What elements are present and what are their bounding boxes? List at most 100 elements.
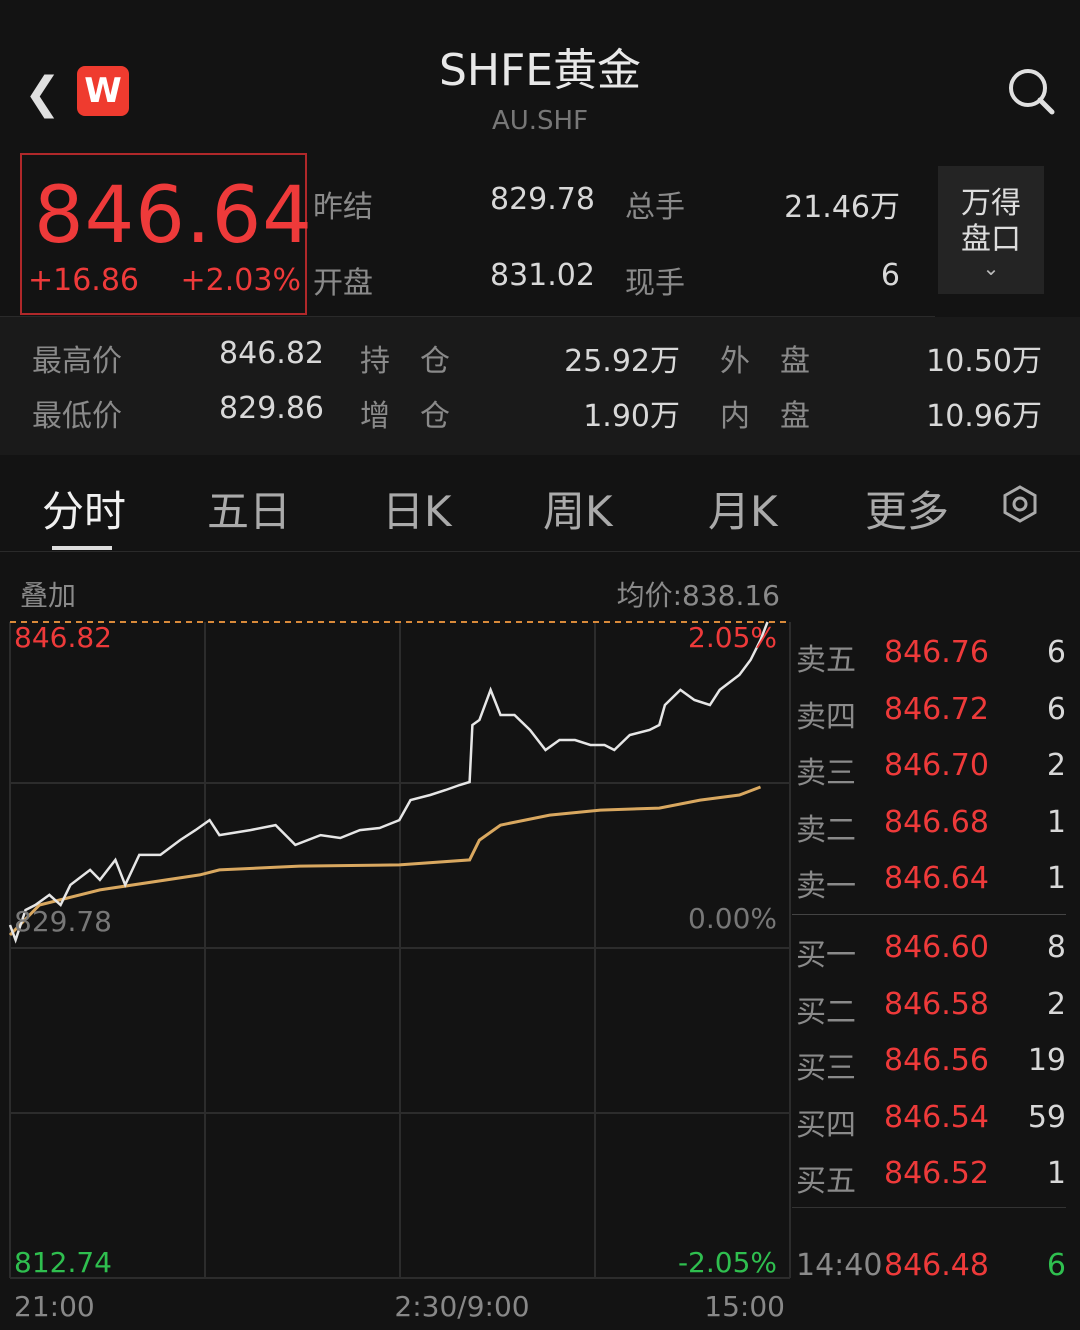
- overlay-button[interactable]: 叠加: [20, 579, 77, 612]
- level-label: 买四: [796, 1107, 856, 1143]
- last-price: 846.64: [34, 171, 313, 261]
- level-label: 卖一: [796, 869, 856, 904]
- stat-value: 10.96万: [926, 399, 1042, 434]
- level-price: 846.52: [884, 1156, 989, 1191]
- stat-label: 外 盘: [720, 344, 810, 379]
- tab-more[interactable]: 更多: [865, 487, 950, 536]
- ask-row[interactable]: 卖五 846.76 6: [792, 635, 1080, 678]
- bid-row[interactable]: 买四 846.54 59: [792, 1099, 1080, 1143]
- stat-label: 持 仓: [360, 344, 450, 379]
- stat-value: 846.82: [219, 336, 324, 371]
- level-price: 846.68: [884, 804, 989, 840]
- avg-price-line: [8, 785, 762, 937]
- level-label: 卖五: [796, 643, 856, 678]
- y-label-top: 846.82: [14, 621, 112, 654]
- order-book: 卖五 846.76 6 卖四 846.72 6 卖三 846.70 2 卖二 846.68 1 卖一 84…: [792, 620, 1080, 1330]
- level-price: 846.64: [884, 861, 989, 896]
- search-icon[interactable]: [1006, 66, 1056, 116]
- chevron-down-icon: ⌄: [982, 256, 1000, 280]
- page-title: SHFE黄金: [438, 45, 642, 96]
- price-line: [8, 621, 769, 944]
- field-value: 831.02: [490, 258, 595, 293]
- level-label: 卖三: [796, 756, 856, 791]
- grid: [9, 621, 791, 1279]
- level-label: 买五: [796, 1164, 856, 1199]
- field-value: 6: [880, 258, 900, 293]
- stats-panel: [0, 317, 1080, 455]
- ask-row[interactable]: 卖四 846.72 6: [792, 691, 1080, 735]
- bid-row[interactable]: 买三 846.56 19: [792, 1043, 1080, 1086]
- stat-label: 最低价: [32, 399, 122, 434]
- level-price: 846.70: [884, 748, 989, 783]
- price-box: 846.64 +16.86 +2.03%: [20, 153, 312, 315]
- period-tabs: 分时 五日 日K 周K 月K 更多: [0, 456, 1080, 552]
- field-label: 总手: [625, 190, 685, 225]
- level-volume: 1: [1046, 804, 1066, 840]
- level-price: 846.56: [884, 1043, 989, 1078]
- pct-label-top: 2.05%: [688, 621, 777, 654]
- level-volume: 6: [1046, 691, 1066, 727]
- bid-row[interactable]: 买五 846.52 1: [792, 1156, 1080, 1199]
- tab-weekly-k[interactable]: 周K: [543, 487, 613, 536]
- level-volume: 2: [1046, 748, 1066, 783]
- tab-monthly-k[interactable]: 月K: [708, 487, 778, 536]
- field-label: 现手: [625, 266, 685, 301]
- field-label: 开盘: [313, 266, 373, 301]
- divider: [792, 914, 1066, 915]
- settings-icon[interactable]: [1000, 484, 1040, 524]
- level-price: 846.72: [884, 691, 989, 727]
- stat-label: 最高价: [32, 344, 122, 379]
- intraday-chart[interactable]: 846.82 829.78 812.74 2.05% 0.00% -2.05% …: [0, 600, 792, 1330]
- price-change: +16.86: [28, 263, 140, 298]
- ask-row[interactable]: 卖一 846.64 1: [792, 861, 1080, 904]
- ask-row[interactable]: 卖二 846.68 1: [792, 804, 1080, 848]
- field-label: 昨结: [313, 190, 373, 225]
- tab-daily-k[interactable]: 日K: [382, 487, 452, 536]
- x-label: 15:00: [704, 1290, 785, 1323]
- stat-value: 1.90万: [583, 399, 680, 434]
- level-volume: 6: [1046, 1248, 1066, 1283]
- pct-label-mid: 0.00%: [688, 902, 777, 935]
- level-volume: 1: [1046, 1156, 1066, 1191]
- x-label: 21:00: [14, 1290, 95, 1323]
- stat-value: 10.50万: [926, 344, 1042, 379]
- bid-row[interactable]: 买二 846.58 2: [792, 986, 1080, 1030]
- level-volume: 59: [1027, 1099, 1066, 1135]
- level-label: 买三: [796, 1051, 856, 1086]
- pct-label-bottom: -2.05%: [678, 1246, 777, 1279]
- level-price: 846.58: [884, 986, 989, 1022]
- y-label-bottom: 812.74: [14, 1246, 112, 1279]
- level-volume: 2: [1046, 986, 1066, 1022]
- back-button[interactable]: ❮: [24, 68, 61, 119]
- tab-intraday[interactable]: 分时: [42, 487, 127, 536]
- stat-value: 25.92万: [564, 344, 680, 379]
- level-price: 846.60: [884, 930, 989, 965]
- field-value: 21.46万: [784, 190, 900, 225]
- level-label: 买一: [796, 938, 856, 973]
- level-price: 846.76: [884, 635, 989, 670]
- tab-5day[interactable]: 五日: [207, 487, 292, 536]
- wande-orderbook-button[interactable]: 万得 盘口 ⌄: [938, 166, 1044, 294]
- x-label: 2:30/9:00: [394, 1290, 529, 1323]
- divider: [792, 1207, 1066, 1208]
- y-label-mid: 829.78: [14, 905, 112, 938]
- level-price: 846.54: [884, 1099, 989, 1135]
- ask-row[interactable]: 卖三 846.70 2: [792, 748, 1080, 791]
- level-volume: 6: [1046, 635, 1066, 670]
- stat-label: 增 仓: [360, 399, 450, 434]
- divider: [0, 316, 935, 317]
- tick-time: 14:40: [796, 1248, 883, 1283]
- tick-row[interactable]: 14:40 846.48 6: [792, 1248, 1080, 1288]
- instrument-code: AU.SHF: [491, 106, 589, 136]
- wind-logo[interactable]: W: [77, 66, 129, 116]
- stat-value: 829.86: [219, 391, 324, 426]
- level-volume: 8: [1046, 930, 1066, 965]
- chevron-left-icon: ❮: [24, 68, 61, 119]
- level-price: 846.48: [884, 1248, 989, 1283]
- level-volume: 19: [1027, 1043, 1066, 1078]
- level-label: 卖四: [796, 699, 856, 735]
- level-label: 买二: [796, 994, 856, 1030]
- avg-price: 均价:838.16: [616, 579, 780, 612]
- field-value: 829.78: [490, 182, 595, 217]
- bid-row[interactable]: 买一 846.60 8: [792, 930, 1080, 973]
